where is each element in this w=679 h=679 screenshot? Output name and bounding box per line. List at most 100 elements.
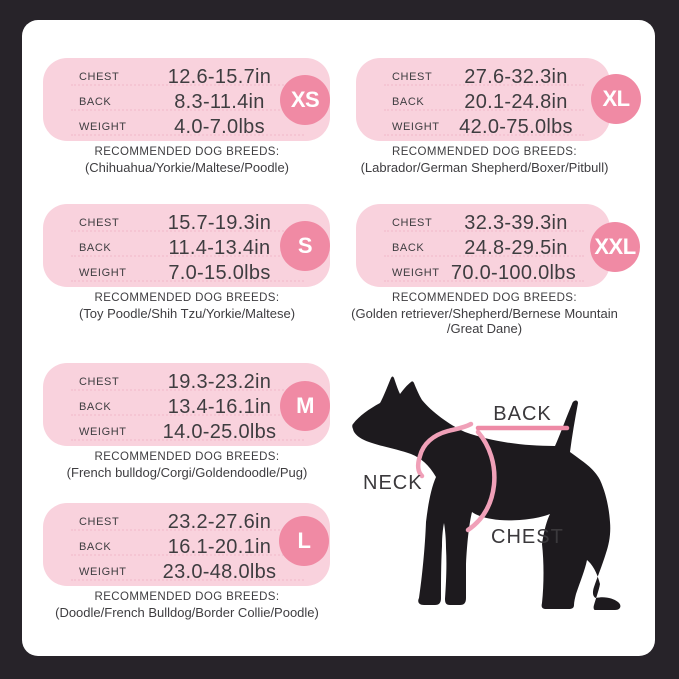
weight-row: WEIGHT 23.0-48.0lbs bbox=[71, 560, 330, 583]
chart-card: CHEST 12.6-15.7in BACK 8.3-11.4in WEIGHT… bbox=[22, 20, 655, 656]
breeds-list: (French bulldog/Corgi/Goldendoodle/Pug) bbox=[66, 465, 308, 480]
size-badge-xl-label: XL bbox=[602, 86, 630, 111]
back-value: 13.4-16.1in bbox=[167, 395, 272, 418]
back-row: BACK 8.3-11.4in bbox=[71, 90, 330, 113]
breeds-heading: RECOMMENDED DOG BREEDS: bbox=[94, 591, 280, 603]
chest-value: 32.3-39.3in bbox=[464, 211, 568, 234]
chest-label: CHEST bbox=[79, 516, 120, 528]
breeds-heading: RECOMMENDED DOG BREEDS: bbox=[94, 451, 280, 463]
weight-row: WEIGHT 42.0-75.0lbs bbox=[384, 115, 610, 138]
weight-label: WEIGHT bbox=[79, 566, 127, 578]
breeds-heading: RECOMMENDED DOG BREEDS: bbox=[94, 292, 280, 304]
weight-value: 42.0-75.0lbs bbox=[459, 115, 573, 138]
chest-row: CHEST 19.3-23.2in bbox=[71, 370, 330, 393]
size-badge-s: S bbox=[280, 221, 330, 271]
dog-silhouette bbox=[352, 376, 621, 610]
breeds-s: RECOMMENDED DOG BREEDS: (Toy Poodle/Shih… bbox=[27, 292, 347, 321]
chest-row: CHEST 15.7-19.3in bbox=[71, 211, 330, 234]
breeds-list: (Labrador/German Shepherd/Boxer/Pitbull) bbox=[360, 160, 609, 175]
breeds-list: (Golden retriever/Shepherd/Bernese Mount… bbox=[351, 306, 618, 336]
back-row: BACK 24.8-29.5in bbox=[384, 236, 610, 259]
chest-label: CHEST bbox=[392, 71, 433, 83]
size-panel-xs: CHEST 12.6-15.7in BACK 8.3-11.4in WEIGHT… bbox=[43, 58, 330, 141]
back-label: BACK bbox=[392, 242, 425, 254]
size-badge-s-label: S bbox=[297, 233, 313, 258]
weight-label: WEIGHT bbox=[79, 121, 127, 133]
weight-value: 7.0-15.0lbs bbox=[168, 261, 271, 284]
weight-label: WEIGHT bbox=[392, 267, 440, 279]
back-value: 20.1-24.8in bbox=[464, 90, 568, 113]
size-panel-l: CHEST 23.2-27.6in BACK 16.1-20.1in WEIGH… bbox=[43, 503, 330, 586]
chest-value: 12.6-15.7in bbox=[167, 65, 272, 88]
neck-strap-line bbox=[416, 421, 474, 479]
breeds-heading: RECOMMENDED DOG BREEDS: bbox=[392, 146, 577, 158]
dog-diagram-svg bbox=[352, 376, 621, 610]
chest-row: CHEST 32.3-39.3in bbox=[384, 211, 610, 234]
weight-row: WEIGHT 14.0-25.0lbs bbox=[71, 420, 330, 443]
size-badge-xs-label: XS bbox=[290, 87, 320, 112]
back-value: 16.1-20.1in bbox=[167, 535, 272, 558]
size-panel-xxl: CHEST 32.3-39.3in BACK 24.8-29.5in WEIGH… bbox=[356, 204, 610, 287]
weight-value: 4.0-7.0lbs bbox=[174, 115, 265, 138]
weight-value: 70.0-100.0lbs bbox=[450, 261, 576, 284]
size-panel-s: CHEST 15.7-19.3in BACK 11.4-13.4in WEIGH… bbox=[43, 204, 330, 287]
back-row: BACK 20.1-24.8in bbox=[384, 90, 610, 113]
back-row: BACK 16.1-20.1in bbox=[71, 535, 330, 558]
chest-row: CHEST 23.2-27.6in bbox=[71, 510, 330, 533]
size-badge-xs: XS bbox=[280, 75, 330, 125]
size-badge-xxl-label: XXL bbox=[594, 234, 636, 259]
chest-label: CHEST bbox=[79, 71, 120, 83]
weight-label: WEIGHT bbox=[79, 267, 127, 279]
weight-label: WEIGHT bbox=[392, 121, 440, 133]
chest-label: CHEST bbox=[392, 217, 433, 229]
dog-measurement-diagram: BACK NECK CHEST bbox=[345, 372, 645, 622]
breeds-xxl: RECOMMENDED DOG BREEDS: (Golden retrieve… bbox=[332, 292, 637, 336]
diagram-chest-label: CHEST bbox=[491, 526, 564, 548]
size-badge-m-label: M bbox=[296, 393, 314, 418]
breeds-heading: RECOMMENDED DOG BREEDS: bbox=[392, 292, 577, 304]
breeds-list: (Chihuahua/Yorkie/Maltese/Poodle) bbox=[84, 160, 290, 175]
chest-row: CHEST 27.6-32.3in bbox=[384, 65, 610, 88]
back-value: 24.8-29.5in bbox=[464, 236, 568, 259]
chest-value: 19.3-23.2in bbox=[167, 370, 272, 393]
chest-label: CHEST bbox=[79, 217, 120, 229]
back-label: BACK bbox=[79, 401, 112, 413]
diagram-back-label: BACK bbox=[493, 403, 552, 425]
back-value: 11.4-13.4in bbox=[168, 236, 271, 259]
weight-label: WEIGHT bbox=[79, 426, 127, 438]
breeds-heading: RECOMMENDED DOG BREEDS: bbox=[94, 146, 280, 158]
weight-row: WEIGHT 7.0-15.0lbs bbox=[71, 261, 330, 284]
back-label: BACK bbox=[79, 96, 112, 108]
breeds-xs: RECOMMENDED DOG BREEDS: (Chihuahua/Yorki… bbox=[27, 146, 347, 175]
weight-row: WEIGHT 4.0-7.0lbs bbox=[71, 115, 330, 138]
breeds-m: RECOMMENDED DOG BREEDS: (French bulldog/… bbox=[27, 451, 347, 480]
weight-value: 14.0-25.0lbs bbox=[162, 420, 277, 443]
back-value: 8.3-11.4in bbox=[174, 90, 265, 113]
breeds-list: (Toy Poodle/Shih Tzu/Yorkie/Maltese) bbox=[78, 306, 296, 321]
size-badge-l: L bbox=[279, 516, 329, 566]
size-badge-xxl: XXL bbox=[590, 222, 640, 272]
chest-label: CHEST bbox=[79, 376, 120, 388]
weight-row: WEIGHT 70.0-100.0lbs bbox=[384, 261, 610, 284]
back-label: BACK bbox=[79, 541, 112, 553]
back-row: BACK 11.4-13.4in bbox=[71, 236, 330, 259]
chest-strap-line bbox=[465, 429, 497, 533]
breeds-l: RECOMMENDED DOG BREEDS: (Doodle/French B… bbox=[27, 591, 347, 620]
size-badge-xl: XL bbox=[591, 74, 641, 124]
chest-value: 15.7-19.3in bbox=[167, 211, 272, 234]
size-badge-l-label: L bbox=[297, 528, 311, 553]
back-row: BACK 13.4-16.1in bbox=[71, 395, 330, 418]
breeds-list: (Doodle/French Bulldog/Border Collie/Poo… bbox=[55, 605, 319, 620]
chest-value: 23.2-27.6in bbox=[167, 510, 272, 533]
breeds-xl: RECOMMENDED DOG BREEDS: (Labrador/German… bbox=[332, 146, 637, 175]
back-label: BACK bbox=[79, 242, 112, 254]
weight-value: 23.0-48.0lbs bbox=[162, 560, 277, 583]
back-label: BACK bbox=[392, 96, 425, 108]
chest-value: 27.6-32.3in bbox=[464, 65, 568, 88]
diagram-neck-label: NECK bbox=[363, 472, 423, 494]
size-panel-xl: CHEST 27.6-32.3in BACK 20.1-24.8in WEIGH… bbox=[356, 58, 610, 141]
size-panel-m: CHEST 19.3-23.2in BACK 13.4-16.1in WEIGH… bbox=[43, 363, 330, 446]
size-badge-m: M bbox=[280, 381, 330, 431]
chest-row: CHEST 12.6-15.7in bbox=[71, 65, 330, 88]
